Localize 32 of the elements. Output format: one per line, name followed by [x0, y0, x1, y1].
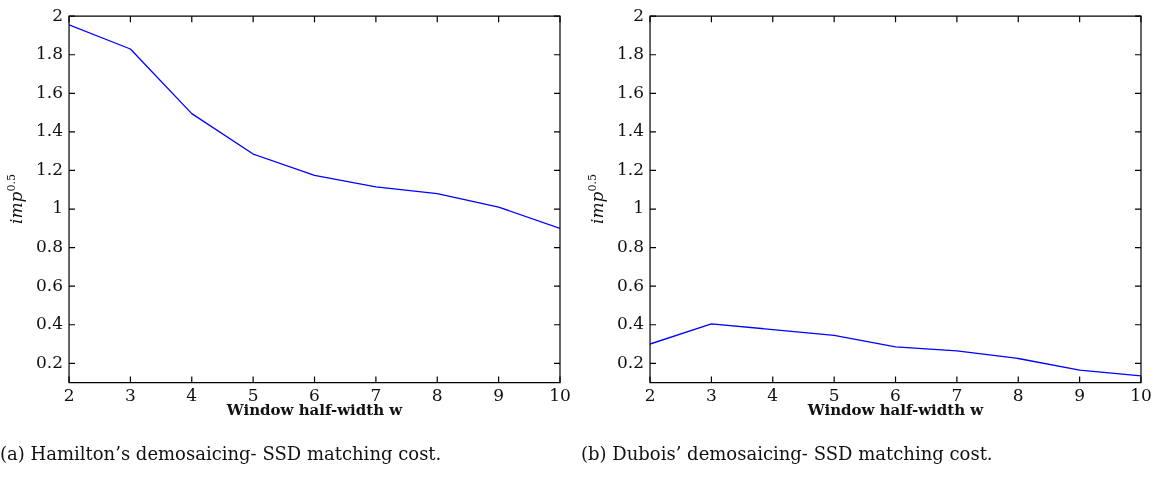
y-tick-label: 2 [52, 4, 64, 25]
y-tick-label: 2 [633, 4, 645, 25]
y-tick-label: 1.4 [616, 120, 645, 141]
y-tick-label: 1.2 [616, 158, 645, 179]
x-tick-label: 9 [1074, 385, 1086, 406]
y-tick-label: 0.2 [616, 351, 645, 372]
y-tick-label: 1 [52, 197, 64, 218]
y-tick-label: 0.2 [35, 351, 64, 372]
y-tick-label: 0.8 [616, 236, 645, 257]
x-tick-label: 10 [1130, 385, 1152, 406]
x-tick-label: 8 [431, 385, 443, 406]
text: (a) Hamilton’s demosaicing- SSD matching cost. [0, 443, 442, 464]
y-tick-label: 1.4 [35, 120, 64, 141]
x-tick-label: 4 [767, 385, 779, 406]
y-tick-label: 1.6 [616, 81, 645, 102]
y-tick-label: 1.6 [35, 81, 64, 102]
y-tick-label: 0.8 [35, 236, 64, 257]
x-tick-label: 9 [493, 385, 505, 406]
y-tick-label: 1.8 [616, 43, 645, 64]
y-tick-label: 1.2 [35, 158, 64, 179]
y-tick-label: 1.8 [35, 43, 64, 64]
x-tick-label: 3 [124, 385, 136, 406]
x-tick-label: 4 [186, 385, 198, 406]
y-tick-label: 0.6 [616, 274, 645, 295]
x-tick-label: 3 [705, 385, 717, 406]
y-tick-label: 0.4 [35, 313, 64, 334]
y-tick-label: 1 [633, 197, 645, 218]
text: (b) Dubois’ demosaicing- SSD matching cost. [581, 443, 993, 464]
y-tick-label: 0.4 [616, 313, 645, 334]
y-tick-label: 0.6 [35, 274, 64, 295]
x-tick-label: 8 [1012, 385, 1024, 406]
x-tick-label: 10 [549, 385, 571, 406]
